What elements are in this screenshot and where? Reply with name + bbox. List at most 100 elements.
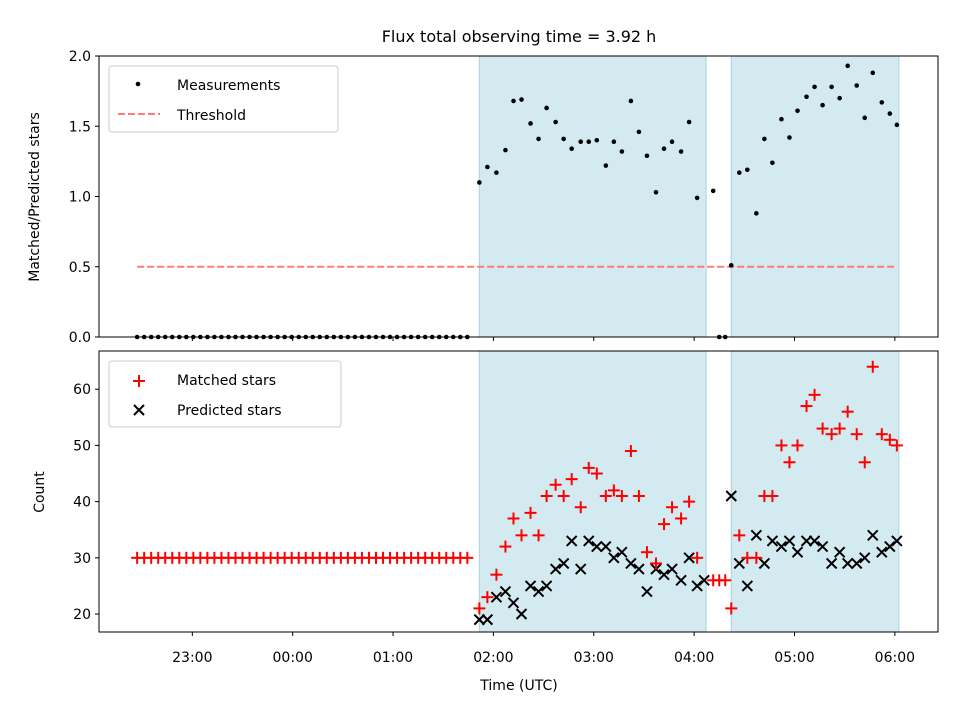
predicted-star-point: [633, 563, 645, 575]
matched-star-point: [808, 388, 821, 401]
measurement-point: [636, 129, 642, 135]
measurement-point: [494, 170, 499, 175]
matched-star-point: [582, 461, 595, 474]
matched-star-point: [766, 489, 779, 502]
matched-star-point: [649, 557, 662, 570]
matched-star-point: [883, 433, 896, 446]
predicted-star-point: [666, 563, 678, 575]
matched-star-point: [481, 591, 494, 604]
measurement-point: [569, 146, 574, 152]
y-tick-label: 0.0: [69, 330, 91, 346]
measurement-point: [879, 100, 885, 105]
predicted-star-point: [565, 535, 578, 547]
matched-star-point: [574, 501, 587, 514]
matched-star-point: [540, 489, 553, 502]
measurement-point: [619, 149, 625, 154]
measurement-point: [779, 116, 784, 122]
x-axis-label: Time (UTC): [479, 678, 557, 694]
predicted-star-point: [540, 580, 553, 592]
matched-star-point: [890, 439, 903, 452]
bottom-y-axis-label: Count: [32, 471, 48, 513]
predicted-star-point: [791, 546, 804, 558]
measurement-point: [536, 136, 541, 142]
matched-star-point: [783, 456, 796, 469]
y-tick-label: 30: [73, 551, 91, 567]
legend-matched-marker: [133, 375, 145, 387]
predicted-star-point: [515, 608, 528, 620]
y-tick-label: 0.5: [69, 260, 91, 276]
matched-star-point: [675, 512, 688, 525]
measurement-point: [862, 115, 868, 121]
predicted-star-point: [775, 540, 788, 553]
legend-measurements-marker: [135, 81, 141, 87]
y-tick-label: 2.0: [69, 49, 91, 65]
x-tick-label: 02:00: [473, 650, 513, 666]
matched-star-point: [719, 574, 732, 587]
measurement-point: [694, 195, 700, 201]
matched-star-point: [875, 428, 888, 441]
predicted-star-point: [625, 557, 637, 570]
predicted-star-point: [600, 540, 612, 553]
y-tick-label: 1.5: [69, 119, 91, 135]
x-tick-label: 00:00: [273, 650, 313, 666]
measurement-point: [603, 163, 609, 168]
matched-star-point: [590, 467, 603, 480]
y-tick-label: 20: [73, 607, 91, 623]
matched-star-point: [841, 405, 854, 418]
measurement-point: [477, 180, 482, 185]
predicted-star-point: [481, 613, 494, 626]
matched-star-point: [866, 360, 879, 373]
predicted-star-point: [583, 535, 595, 547]
predicted-star-point: [549, 563, 562, 575]
x-tick-label: 01:00: [373, 650, 413, 666]
matched-star-point: [607, 484, 620, 497]
x-tick-label: 23:00: [172, 650, 212, 666]
measurement-point: [511, 98, 516, 104]
predicted-star-point: [641, 585, 653, 598]
matched-star-point: [507, 512, 520, 525]
predicted-star-point: [841, 557, 854, 570]
matched-star-point: [473, 602, 486, 615]
matched-star-point: [499, 540, 512, 553]
matched-star-point: [683, 495, 696, 508]
measurement-point: [728, 263, 734, 268]
matched-star-point: [599, 489, 612, 502]
predicted-star-point: [891, 535, 903, 547]
measurement-point: [845, 63, 850, 69]
legend-matched-label: Matched stars: [177, 373, 276, 389]
measurement-point: [770, 160, 775, 166]
bottom-panel: 20 30 40 50 60 23:00 00:00 01:00 02:00 03:00 04:0…: [32, 350, 939, 694]
measurement-point: [528, 121, 533, 126]
top-y-axis-label: Matched/Predicted stars: [27, 112, 43, 282]
predicted-star-point: [783, 535, 796, 547]
measurement-point: [544, 105, 549, 111]
measurement-point: [669, 139, 675, 145]
measurement-point: [653, 189, 659, 195]
measurement-point: [804, 94, 809, 100]
matched-star-point: [858, 456, 871, 469]
predicted-star-point: [499, 585, 512, 598]
measurement-point: [787, 135, 792, 140]
y-tick-label: 60: [73, 382, 91, 398]
predicted-star-point: [591, 540, 603, 553]
measurement-point: [795, 108, 800, 114]
predicted-star-point: [741, 580, 754, 592]
observing-window-band: [730, 55, 900, 338]
predicted-star-point: [675, 574, 687, 587]
measurement-point: [754, 211, 759, 216]
matched-star-point: [825, 428, 838, 441]
legend-predicted-marker: [133, 404, 145, 416]
matched-star-point: [816, 422, 829, 435]
top-panel: 0.00.51.01.52.0 Matched/Predicted stars …: [27, 49, 939, 346]
predicted-star-point: [608, 552, 620, 564]
matched-star-point: [791, 439, 804, 452]
predicted-star-point: [725, 490, 737, 502]
matched-star-point: [515, 529, 528, 542]
measurement-point: [586, 139, 592, 145]
predicted-star-point: [825, 557, 838, 570]
predicted-star-point: [867, 529, 879, 542]
x-tick-label: 06:00: [875, 650, 915, 666]
y-tick-label: 50: [73, 438, 91, 454]
predicted-star-point: [490, 591, 503, 603]
predicted-star-point: [851, 557, 863, 570]
